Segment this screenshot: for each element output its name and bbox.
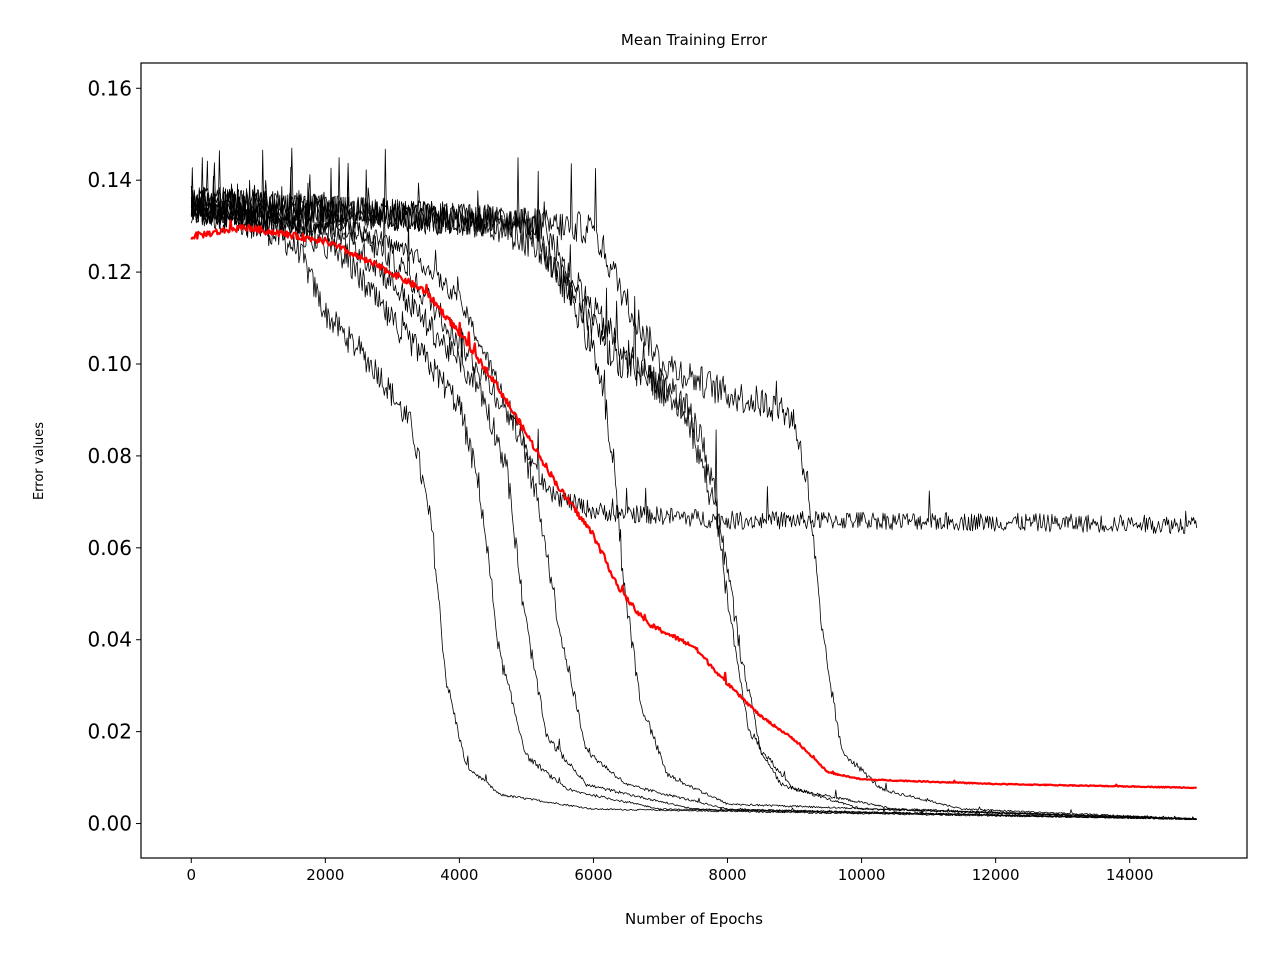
y-tick-label: 0.02 <box>87 720 132 744</box>
plot-area <box>190 147 1198 821</box>
x-tick-label: 12000 <box>972 866 1020 884</box>
x-tick-label: 8000 <box>708 866 746 884</box>
training-run-line-9 <box>190 157 1197 820</box>
y-tick-label: 0.08 <box>87 444 132 468</box>
axes: 0 2000 4000 6000 8000 10000 12000 14000 0.00 0.02… <box>87 62 1248 884</box>
chart-title: Mean Training Error <box>621 31 768 49</box>
x-tick-label: 6000 <box>574 866 612 884</box>
y-tick-label: 0.16 <box>87 76 132 100</box>
training-run-line-5 <box>190 186 1198 534</box>
y-tick-label: 0.06 <box>87 536 132 560</box>
training-run-line-2 <box>190 176 1197 821</box>
x-tick-label: 10000 <box>838 866 886 884</box>
y-axis-label: Error values <box>32 422 47 500</box>
x-tick-label: 0 <box>186 866 196 884</box>
y-tick-label: 0.04 <box>87 628 132 652</box>
y-tick-label: 0.00 <box>87 812 132 836</box>
y-tick-label: 0.12 <box>87 260 132 284</box>
y-tick-label: 0.14 <box>87 168 132 192</box>
x-tick-label: 2000 <box>306 866 344 884</box>
series-group <box>190 147 1198 821</box>
y-tick-label: 0.10 <box>87 352 132 376</box>
x-axis-label: Number of Epochs <box>625 910 763 928</box>
axes-frame <box>140 62 1248 859</box>
x-tick-label: 14000 <box>1106 866 1154 884</box>
x-tick-label: 4000 <box>440 866 478 884</box>
mean-error-line <box>190 219 1197 790</box>
